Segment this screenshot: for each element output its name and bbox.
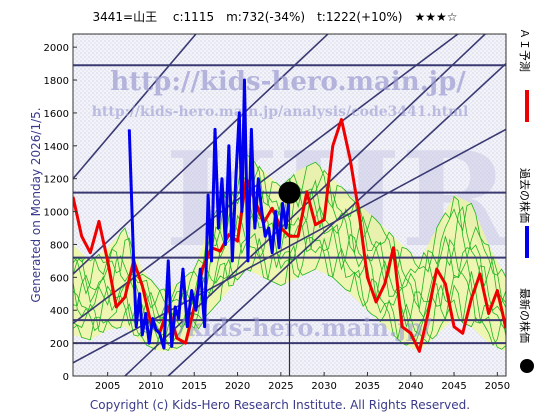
series-ai-forecast	[73, 118, 506, 353]
y-axis: 0 200 400 600 800 1000 1200 1400 1600 1800 2000	[44, 43, 77, 383]
plot-frame	[72, 33, 507, 377]
x-tick-label: 2020	[225, 381, 250, 392]
y-tick-label: 1800	[44, 76, 69, 87]
x-tick-label: 2045	[441, 381, 466, 392]
current-price-dot	[278, 181, 301, 204]
watermark-url: http://kids-hero.main.jp/	[110, 67, 466, 97]
trend-line	[167, 63, 506, 376]
x-tick-label: 2040	[398, 381, 423, 392]
legend-latest-label: 最新の株価	[518, 288, 532, 343]
generated-label: Generated on Monday 2026/1/5.	[29, 107, 43, 302]
series-past-price	[127, 78, 291, 350]
y-tick-label: 1600	[44, 109, 69, 120]
trend-line	[73, 34, 330, 275]
legend: ＡＩ予測 過去の株価 最新の株価	[518, 28, 534, 373]
y-tick-label: 1200	[44, 175, 69, 186]
x-tick-label: 2030	[311, 381, 336, 392]
y-tick-label: 0	[63, 372, 69, 383]
copyright: Copyright (c) Kids-Hero Research Institu…	[90, 398, 470, 412]
x-axis: 2005 2010 2015 2020 2025 2030 2035 2040 2045 2050	[95, 372, 510, 392]
watermark-url-small: http://kids-hero.main.jp/analysis/code34…	[92, 104, 469, 120]
watermark-small: //kids-hero.main.jp/	[169, 313, 432, 342]
plot-area: KHRI http://kids-hero.main.jp/ http://ki…	[73, 34, 506, 376]
y-tick-label: 2000	[44, 43, 69, 54]
x-tick-label: 2035	[355, 381, 380, 392]
x-tick-label: 2015	[182, 381, 207, 392]
x-tick-label: 2005	[95, 381, 120, 392]
y-tick-label: 1000	[44, 208, 69, 219]
x-tick-label: 2010	[138, 381, 163, 392]
y-tick-label: 600	[50, 273, 69, 284]
legend-price-label: 過去の株価	[518, 168, 532, 223]
legend-ai-label: ＡＩ予測	[518, 28, 532, 72]
simulation-line	[73, 153, 506, 309]
y-tick-label: 400	[50, 306, 69, 317]
x-tick-label: 2050	[485, 381, 510, 392]
y-tick-label: 1400	[44, 142, 69, 153]
y-tick-label: 800	[50, 240, 69, 251]
trend-line	[73, 34, 460, 325]
trend-line	[73, 34, 197, 180]
y-tick-label: 200	[50, 339, 69, 350]
legend-latest-dot	[520, 359, 534, 373]
chart-title: 3441=山王 c:1115 m:732(-34%) t:1222(+10%) …	[93, 10, 458, 24]
x-tick-label: 2025	[268, 381, 293, 392]
